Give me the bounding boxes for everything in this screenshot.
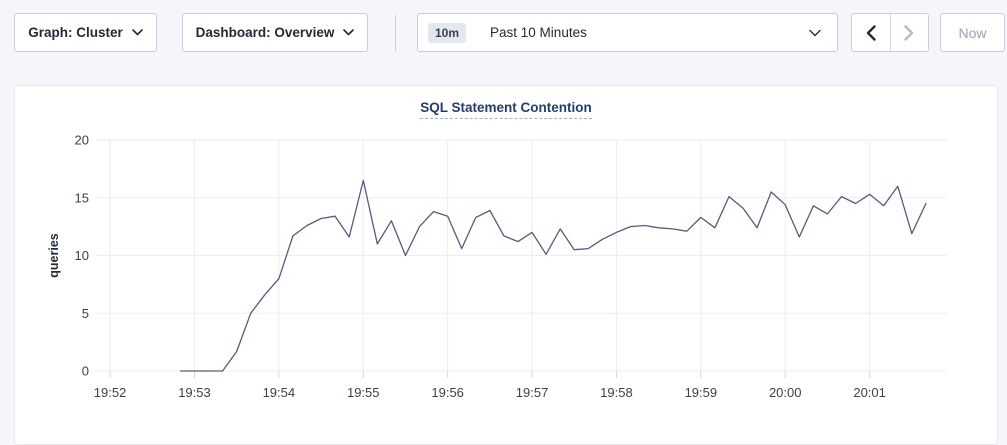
chart-line-queries: [179, 179, 927, 372]
db-console-metrics-page: { "topbar": { "graph_selector": { "label…: [14, 13, 1005, 445]
chevron-right-icon: [904, 24, 914, 41]
toolbar-divider: [395, 15, 396, 51]
y-tick-label: 0: [82, 364, 89, 379]
chart-canvas[interactable]: 0 5 10 15 20 19:52 19:53 19:54 19:55 19:56 19:57 19…: [15, 86, 999, 444]
now-button[interactable]: Now: [940, 13, 1005, 52]
x-tick-label: 19:54: [263, 385, 296, 400]
chart-card: SQL Statement Contention 0 5 10 15 20 19:52 19…: [14, 85, 998, 445]
chart-title[interactable]: SQL Statement Contention: [420, 100, 592, 119]
time-range-label: Past 10 Minutes: [490, 25, 587, 40]
x-tick-label: 20:01: [853, 385, 886, 400]
x-tick-label: 19:52: [94, 385, 127, 400]
time-range-badge: 10m: [428, 22, 467, 43]
time-back-button[interactable]: [852, 14, 890, 51]
graph-selector-label: Graph: Cluster: [28, 25, 123, 40]
x-tick-label: 19:56: [431, 385, 464, 400]
graph-selector-dropdown[interactable]: Graph: Cluster: [14, 13, 157, 52]
dashboard-selector-dropdown[interactable]: Dashboard: Overview: [182, 13, 368, 52]
time-forward-button[interactable]: [889, 14, 929, 51]
y-tick-label: 5: [82, 306, 89, 321]
x-tick-label: 20:00: [769, 385, 802, 400]
chevron-left-icon: [866, 24, 876, 41]
x-tick-label: 19:57: [516, 385, 549, 400]
y-tick-label: 10: [75, 248, 89, 263]
x-tick-label: 19:53: [178, 385, 211, 400]
time-history-button-group: [851, 13, 929, 52]
chevron-down-icon: [131, 29, 143, 36]
time-range-selector[interactable]: 10m Past 10 Minutes: [417, 13, 838, 52]
chevron-down-icon: [809, 29, 821, 36]
x-tick-label: 19:59: [685, 385, 718, 400]
chart-title-row: SQL Statement Contention: [15, 99, 997, 119]
y-tick-label: 15: [75, 190, 89, 205]
y-axis-title: queries: [47, 233, 61, 278]
y-tick-label: 20: [75, 133, 89, 148]
x-tick-label: 19:55: [347, 385, 380, 400]
x-tick-label: 19:58: [600, 385, 633, 400]
dashboard-selector-label: Dashboard: Overview: [195, 25, 335, 40]
chevron-down-icon: [343, 29, 355, 36]
now-button-label: Now: [958, 24, 987, 41]
